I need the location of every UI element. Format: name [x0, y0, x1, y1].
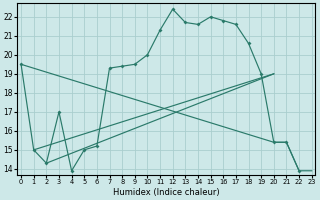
X-axis label: Humidex (Indice chaleur): Humidex (Indice chaleur)	[113, 188, 220, 197]
